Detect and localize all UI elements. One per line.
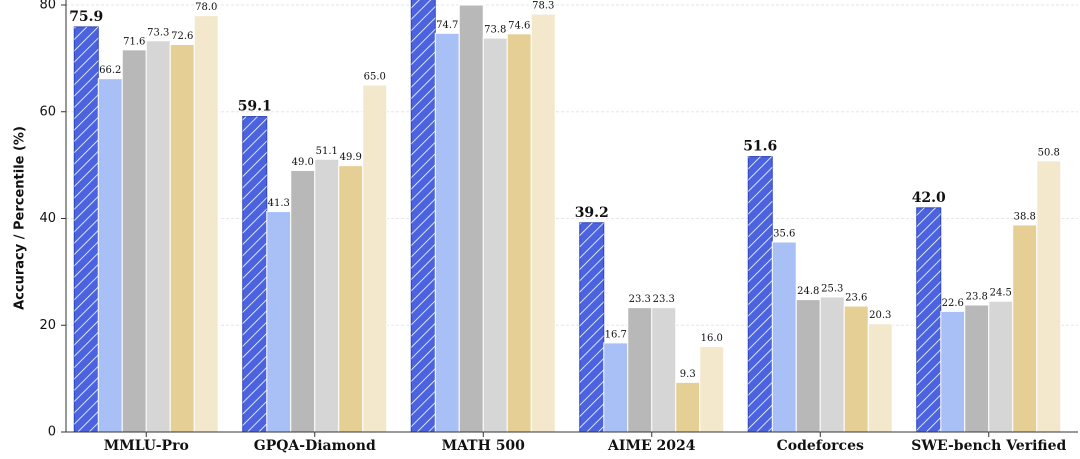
bar xyxy=(940,310,966,432)
value-label: 23.6 xyxy=(845,293,867,304)
value-label: 51.1 xyxy=(316,146,338,157)
value-label: 66.2 xyxy=(99,65,121,76)
bar xyxy=(121,49,147,432)
value-label: 73.3 xyxy=(147,27,169,38)
value-label: 71.6 xyxy=(123,36,145,47)
bar xyxy=(675,381,701,432)
bar xyxy=(458,4,484,432)
bar xyxy=(169,43,195,432)
value-label: 16.7 xyxy=(605,329,627,340)
value-label: 23.8 xyxy=(966,291,988,302)
x-tick-label: SWE-bench Verified xyxy=(911,438,1066,454)
bar xyxy=(145,40,171,432)
value-label: 41.3 xyxy=(268,198,290,209)
value-label: 74.6 xyxy=(508,20,530,31)
value-label: 59.1 xyxy=(238,99,272,115)
value-label: 25.3 xyxy=(821,283,843,294)
bar xyxy=(747,156,773,432)
value-label: 16.0 xyxy=(701,333,723,344)
value-label: 78.3 xyxy=(532,1,554,12)
value-label: 73.8 xyxy=(484,25,506,36)
x-tick-label: Codeforces xyxy=(777,438,864,454)
value-label: 51.6 xyxy=(743,139,777,155)
bar xyxy=(819,296,845,432)
value-label: 49.0 xyxy=(292,157,314,168)
value-label: 23.3 xyxy=(629,294,651,305)
bar xyxy=(530,13,556,432)
y-tick-label: 0 xyxy=(48,425,56,440)
bar xyxy=(410,0,436,432)
value-label: 38.8 xyxy=(1014,211,1036,222)
bar xyxy=(771,241,797,432)
bar xyxy=(482,37,508,432)
x-tick-label: GPQA-Diamond xyxy=(254,438,376,454)
bar xyxy=(916,207,942,432)
bar xyxy=(843,305,869,432)
value-label: 20.3 xyxy=(869,310,891,321)
value-label: 65.0 xyxy=(364,72,386,83)
bar xyxy=(266,211,292,432)
value-label: 49.9 xyxy=(340,152,362,163)
bar xyxy=(314,158,340,432)
bar xyxy=(290,169,316,432)
bar xyxy=(506,33,532,432)
bar xyxy=(964,304,990,432)
bar xyxy=(988,300,1014,432)
value-label: 50.8 xyxy=(1038,147,1060,158)
value-label: 72.6 xyxy=(171,31,193,42)
bar xyxy=(1036,160,1062,432)
x-tick-label: MMLU-Pro xyxy=(104,438,189,454)
value-label: 74.7 xyxy=(436,20,458,31)
value-label: 24.5 xyxy=(990,288,1012,299)
bar xyxy=(867,323,893,432)
bar xyxy=(699,346,725,432)
bar xyxy=(1012,224,1038,432)
value-label: 23.3 xyxy=(653,294,675,305)
bar xyxy=(362,84,388,432)
x-tick-label: AIME 2024 xyxy=(607,438,696,454)
value-label: 75.9 xyxy=(69,9,103,25)
value-label: 24.8 xyxy=(797,286,819,297)
value-label: 78.0 xyxy=(195,2,217,13)
x-tick-label: MATH 500 xyxy=(442,438,526,454)
value-label: 80.0 xyxy=(460,0,482,3)
bar xyxy=(795,299,821,432)
y-tick-label: 40 xyxy=(39,211,56,226)
plot xyxy=(73,0,1062,432)
bar xyxy=(627,307,653,432)
value-label: 22.6 xyxy=(942,298,964,309)
bar xyxy=(242,116,268,432)
bar xyxy=(73,26,99,432)
bar xyxy=(434,32,460,432)
bar xyxy=(97,78,123,432)
bar xyxy=(651,307,677,432)
value-label: 9.3 xyxy=(680,369,696,380)
y-axis-label: Accuracy / Percentile (%) xyxy=(13,126,28,310)
bar xyxy=(193,15,219,432)
value-label: 39.2 xyxy=(575,205,609,221)
y-tick-label: 20 xyxy=(39,318,56,333)
y-tick-label: 80 xyxy=(39,0,56,13)
bar xyxy=(338,165,364,432)
bar xyxy=(579,222,605,432)
y-tick-label: 60 xyxy=(39,104,56,119)
value-label: 42.0 xyxy=(912,190,946,206)
bar xyxy=(603,342,629,432)
value-label: 35.6 xyxy=(773,228,795,239)
